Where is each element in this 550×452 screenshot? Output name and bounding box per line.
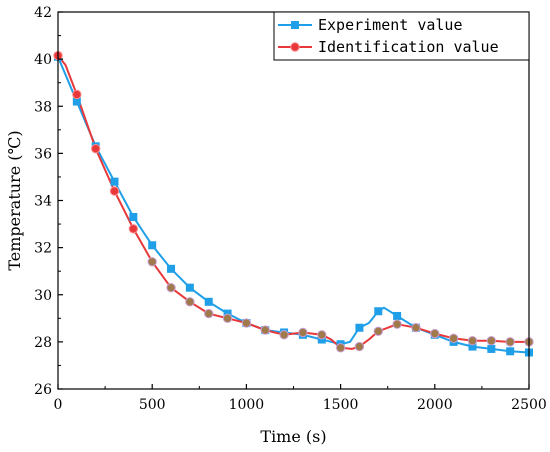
series-1-point (129, 212, 138, 221)
series-1-point (223, 309, 232, 318)
y-tick-label: 34 (34, 194, 52, 210)
y-tick-label: 36 (34, 146, 52, 162)
series-1-point (110, 177, 119, 186)
series-2-point (430, 328, 440, 339)
series-2-point (392, 319, 402, 329)
series-1-point (468, 342, 477, 351)
series-2-point (90, 143, 101, 154)
series-2-point (260, 325, 270, 335)
series-2-point (373, 326, 383, 336)
series-2-point (335, 343, 346, 353)
y-tick-label: 42 (34, 5, 52, 21)
series-2-point (72, 89, 82, 100)
y-axis-title: Temperature (℃) (5, 130, 24, 270)
plot-layer (53, 50, 534, 357)
series-1-point (72, 97, 81, 106)
series-1-point (185, 283, 194, 292)
legend-marker-circle (290, 42, 300, 52)
x-tick-label: 0 (54, 397, 63, 413)
y-tick-label: 26 (34, 382, 52, 398)
legend-box (273, 11, 530, 61)
series-2-point (505, 337, 515, 347)
series-1-point (355, 323, 364, 332)
series-2-point (279, 330, 289, 340)
series-2-point (185, 297, 195, 307)
legend-marker-square (291, 21, 299, 29)
series-2-point (354, 341, 365, 352)
y-tick-label: 32 (34, 241, 52, 257)
legend-label-2: Identification value (318, 38, 499, 56)
series-1-point (167, 264, 176, 273)
series-2-point (222, 313, 233, 324)
x-tick-label: 2000 (417, 397, 453, 413)
series-2-point (467, 335, 478, 346)
series-2-point (486, 335, 497, 346)
series-1-point (374, 307, 383, 316)
series-1-point (204, 297, 213, 306)
x-axis-title: Time (s) (260, 427, 326, 446)
y-tick-label: 28 (34, 335, 52, 351)
y-tick-label: 40 (34, 52, 52, 68)
series-2-point (204, 308, 214, 319)
series-1-point (393, 311, 402, 320)
y-tick-label: 30 (34, 288, 52, 304)
series-2-point (448, 333, 459, 344)
legend-label-1: Experiment value (318, 16, 463, 34)
series-2-point (241, 318, 252, 328)
x-tick-label: 2500 (511, 397, 547, 413)
series-2-point (109, 186, 120, 196)
series-1-point (487, 344, 496, 353)
series-line-1 (57, 56, 530, 354)
series-2-point (166, 282, 176, 293)
x-tick-label: 1500 (323, 397, 359, 413)
series-1-point (148, 241, 157, 250)
series-2-point (128, 224, 139, 234)
series-2-point (147, 257, 157, 267)
series-2-point (298, 327, 308, 338)
axis-layer: 0 500 1000 1500 2000 2500 26 28 30 32 34 36 38 40 42 (34, 5, 547, 413)
series-2-point (411, 323, 421, 333)
plot-frame (57, 11, 530, 390)
y-tick-label: 38 (34, 99, 52, 115)
x-tick-label: 500 (139, 397, 166, 413)
series-1-point (317, 335, 326, 344)
series-1-point (506, 347, 515, 356)
legend: Experiment value Identification value (273, 11, 530, 61)
series-line-2 (57, 54, 529, 350)
series-2-point (317, 330, 327, 340)
x-tick-label: 1000 (229, 397, 265, 413)
